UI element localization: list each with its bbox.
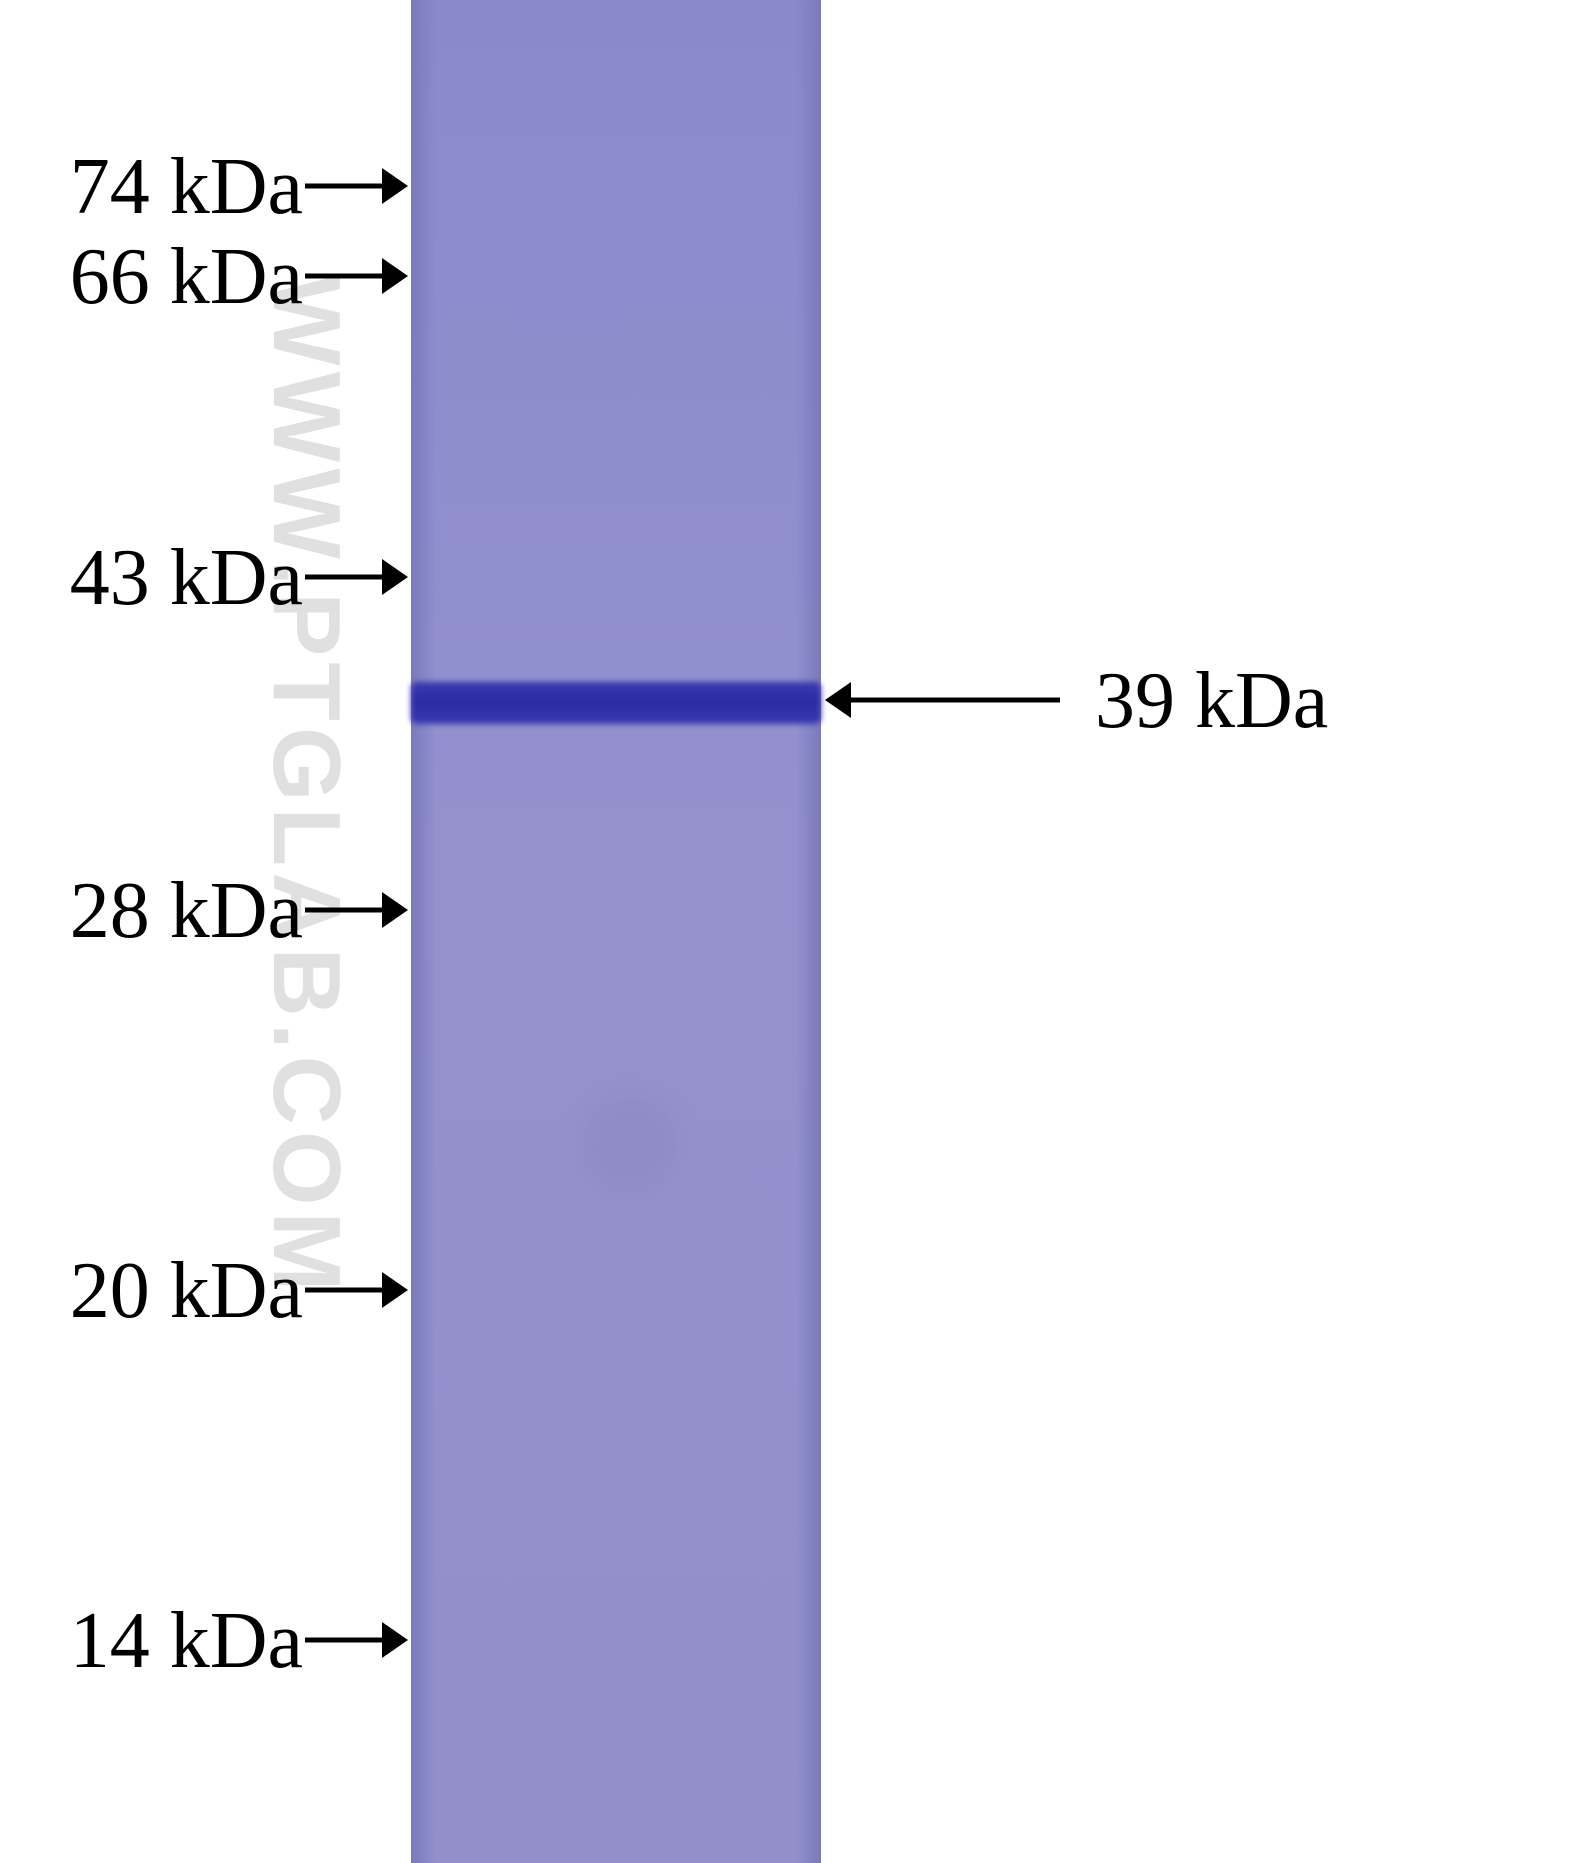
- gel-image-container: WWW.PTGLAB.COM 74 kDa66 kDa 43 kDa 28 kDa 2…: [0, 0, 1585, 1863]
- marker-label-left: 20 kDa: [70, 1246, 303, 1337]
- watermark-text: WWW.PTGLAB.COM: [255, 275, 356, 1297]
- gel-spot-artifact: [582, 1097, 678, 1193]
- marker-label-left: 66 kDa: [70, 232, 303, 323]
- gel-lane: [411, 0, 821, 1863]
- marker-label-left: 14 kDa: [70, 1596, 303, 1687]
- marker-label-left: 43 kDa: [70, 533, 303, 624]
- marker-label-right: 39 kDa: [1095, 656, 1328, 747]
- protein-band-39kda: [411, 682, 821, 724]
- marker-label-left: 28 kDa: [70, 866, 303, 957]
- marker-label-left: 74 kDa: [70, 142, 303, 233]
